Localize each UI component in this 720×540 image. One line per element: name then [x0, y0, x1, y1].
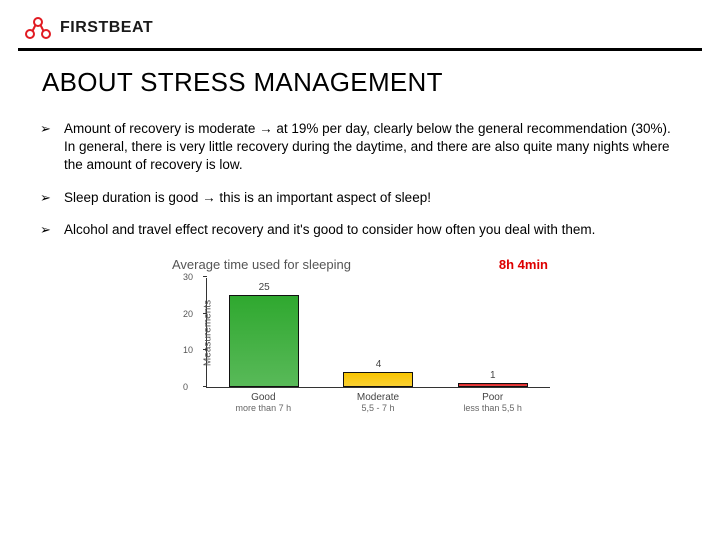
- chart-bar-column: 1: [458, 370, 528, 387]
- chart-plot: Measurements 2541 0102030: [206, 278, 550, 388]
- header: FIRSTBEAT: [0, 0, 720, 48]
- chart-bar-column: 4: [343, 359, 413, 387]
- chart-ytick-line: [203, 386, 207, 387]
- header-divider: [18, 48, 702, 51]
- chart-ytick-line: [203, 313, 207, 314]
- bullet-item: Alcohol and travel effect recovery and i…: [36, 221, 676, 239]
- chart-header: Average time used for sleeping 8h 4min: [170, 257, 550, 272]
- chart-xlabel: Moderate5,5 - 7 h: [343, 392, 413, 413]
- chart-ytick: 0: [183, 382, 188, 392]
- chart-ytick: 10: [183, 345, 193, 355]
- logo-text: FIRSTBEAT: [60, 19, 153, 37]
- bullet-item: Sleep duration is good → this is an impo…: [36, 189, 676, 207]
- chart-ytick-line: [203, 276, 207, 277]
- chart-category-label: Moderate: [343, 392, 413, 403]
- content: ABOUT STRESS MANAGEMENT Amount of recove…: [0, 67, 720, 413]
- firstbeat-logo-icon: [24, 16, 52, 40]
- chart-category-label: Good: [228, 392, 298, 403]
- chart-category-sublabel: 5,5 - 7 h: [343, 403, 413, 413]
- chart-value: 8h 4min: [499, 257, 548, 272]
- chart-xlabel: Poorless than 5,5 h: [458, 392, 528, 413]
- chart-category-label: Poor: [458, 392, 528, 403]
- chart-title: Average time used for sleeping: [172, 257, 351, 272]
- chart-bar-column: 25: [229, 282, 299, 387]
- bullet-list: Amount of recovery is moderate → at 19% …: [36, 120, 676, 239]
- chart-xlabel: Goodmore than 7 h: [228, 392, 298, 413]
- chart-bar: [458, 383, 528, 387]
- chart-bar-value: 25: [259, 282, 270, 293]
- chart-bar-value: 4: [376, 359, 382, 370]
- chart-container: Average time used for sleeping 8h 4min M…: [36, 257, 684, 413]
- page-title: ABOUT STRESS MANAGEMENT: [42, 67, 684, 98]
- chart-xlabels: Goodmore than 7 h Moderate5,5 - 7 h Poorle…: [206, 392, 550, 413]
- bullet-item: Amount of recovery is moderate → at 19% …: [36, 120, 676, 175]
- chart-category-sublabel: less than 5,5 h: [458, 403, 528, 413]
- sleep-chart: Average time used for sleeping 8h 4min M…: [170, 257, 550, 413]
- chart-category-sublabel: more than 7 h: [228, 403, 298, 413]
- chart-ytick: 30: [183, 272, 193, 282]
- chart-bars: 25 4 1: [207, 278, 550, 387]
- chart-ytick-line: [203, 349, 207, 350]
- chart-ytick: 20: [183, 309, 193, 319]
- chart-bar-value: 1: [490, 370, 496, 381]
- chart-bar: [343, 372, 413, 387]
- chart-bar: [229, 295, 299, 387]
